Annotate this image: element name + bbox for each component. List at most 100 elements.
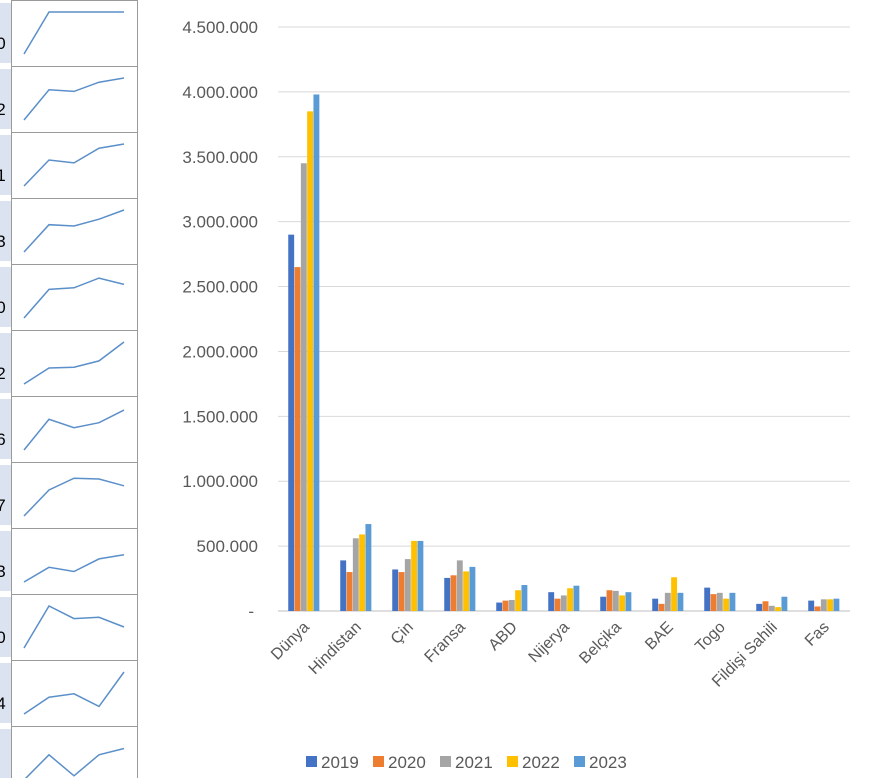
bar <box>781 596 788 611</box>
sparkline <box>24 747 125 778</box>
x-tick-label: Hindistan <box>306 619 365 678</box>
bar <box>450 575 457 611</box>
sparkline-cell: 3 <box>0 198 138 265</box>
sparkline-cell-border <box>11 726 138 778</box>
legend-label: 2023 <box>589 753 627 772</box>
bar <box>508 599 515 611</box>
x-tick-label: Çin <box>388 619 417 648</box>
sparkline <box>23 341 125 385</box>
legend-label: 2019 <box>321 753 359 772</box>
sparkline-cell: 2 <box>0 330 138 397</box>
bar <box>444 577 451 611</box>
gridlines <box>278 26 850 612</box>
bar <box>521 585 528 611</box>
x-tick-label: ABD <box>486 619 521 654</box>
bar <box>313 94 320 612</box>
bar <box>417 540 424 611</box>
bar <box>775 607 782 611</box>
bar <box>677 592 684 611</box>
legend-label: 2021 <box>455 753 493 772</box>
sparkline-edge-digit: 7 <box>0 496 6 515</box>
sparkline-cell: 1 <box>0 132 138 199</box>
sparkline-edge-digit: 2 <box>0 364 6 383</box>
bar <box>652 598 659 611</box>
sparkline-cell-border <box>11 198 138 265</box>
x-tick-label: BAE <box>642 619 677 654</box>
bar <box>288 234 295 611</box>
sparkline <box>23 209 125 253</box>
sparkline <box>23 409 125 451</box>
sparkline-row-strip <box>0 201 11 261</box>
bar <box>307 111 314 612</box>
sparkline-cell-border <box>11 330 138 397</box>
sparkline <box>23 477 125 517</box>
sparkline-edge-digit: 1 <box>0 166 6 185</box>
y-tick-label: 4.000.000 <box>182 83 258 102</box>
sparkline-cell: 6 <box>0 396 138 463</box>
bar <box>411 540 418 611</box>
sparkline <box>23 553 125 583</box>
sparkline-row-strip <box>0 333 11 393</box>
sparkline <box>23 143 125 187</box>
x-tick-label: Belçika <box>576 619 625 668</box>
bar <box>664 592 671 611</box>
sparkline-cell: 0 <box>0 594 138 661</box>
bar <box>768 605 775 611</box>
bar <box>716 592 723 611</box>
sparkline <box>23 671 125 715</box>
x-tick-label: Fransa <box>422 619 469 666</box>
bar <box>352 538 359 611</box>
sparkline-cell-border <box>11 396 138 463</box>
sparkline-cell: 4 <box>0 660 138 727</box>
bar <box>346 572 353 611</box>
y-tick-label: 1.000.000 <box>182 472 258 491</box>
sparkline-row-strip <box>0 465 11 525</box>
sparkline-cell-border <box>11 462 138 529</box>
sparkline-cell <box>0 726 138 778</box>
y-tick-label: 1.500.000 <box>182 407 258 426</box>
sparkline-edge-digit: 0 <box>0 298 6 317</box>
x-tick-label: Togo <box>692 619 729 656</box>
sparkline-row-strip <box>0 399 11 459</box>
bar <box>398 572 405 611</box>
y-axis: - 500.000 1.000.000 1.500.000 2.000.000 2.500… <box>182 18 258 621</box>
bar <box>606 590 613 611</box>
sparkline-row-strip <box>0 597 11 657</box>
y-tick-label: 3.000.000 <box>182 213 258 232</box>
bars <box>288 94 840 612</box>
x-tick-label: Fas <box>802 619 833 650</box>
sparkline-cell: 0 <box>0 264 138 331</box>
bar <box>762 601 769 611</box>
bar <box>612 590 619 611</box>
sparkline-row-strip <box>0 729 11 778</box>
bar <box>820 599 827 611</box>
sparkline-cell: 3 <box>0 528 138 595</box>
x-tick-label: Nijerya <box>526 619 573 666</box>
bar <box>704 587 711 611</box>
sparkline <box>23 605 125 649</box>
bar <box>600 596 607 611</box>
sparkline <box>23 277 125 319</box>
legend-item: 2022 <box>507 753 560 772</box>
bar <box>340 560 347 611</box>
bar <box>463 571 470 611</box>
legend-swatch <box>507 756 518 767</box>
bar-chart: - 500.000 1.000.000 1.500.000 2.000.000 2.500… <box>182 18 850 772</box>
sparkline-cell-border <box>11 0 138 67</box>
sparkline-cell-border <box>11 264 138 331</box>
sparkline-row-strip <box>0 3 11 63</box>
x-tick-label: Dünya <box>268 619 313 664</box>
sparkline <box>23 11 124 55</box>
bar <box>359 534 366 611</box>
bar <box>404 559 411 611</box>
sparkline-cell: 2 <box>0 66 138 133</box>
bar <box>496 602 503 611</box>
bar <box>625 592 632 611</box>
bar <box>502 600 509 611</box>
bar <box>833 598 840 611</box>
sparkline-cell-border <box>11 594 138 661</box>
sparkline-row-strip <box>0 531 11 591</box>
legend-swatch <box>440 756 451 767</box>
sparkline-edge-digit: 4 <box>0 694 6 713</box>
